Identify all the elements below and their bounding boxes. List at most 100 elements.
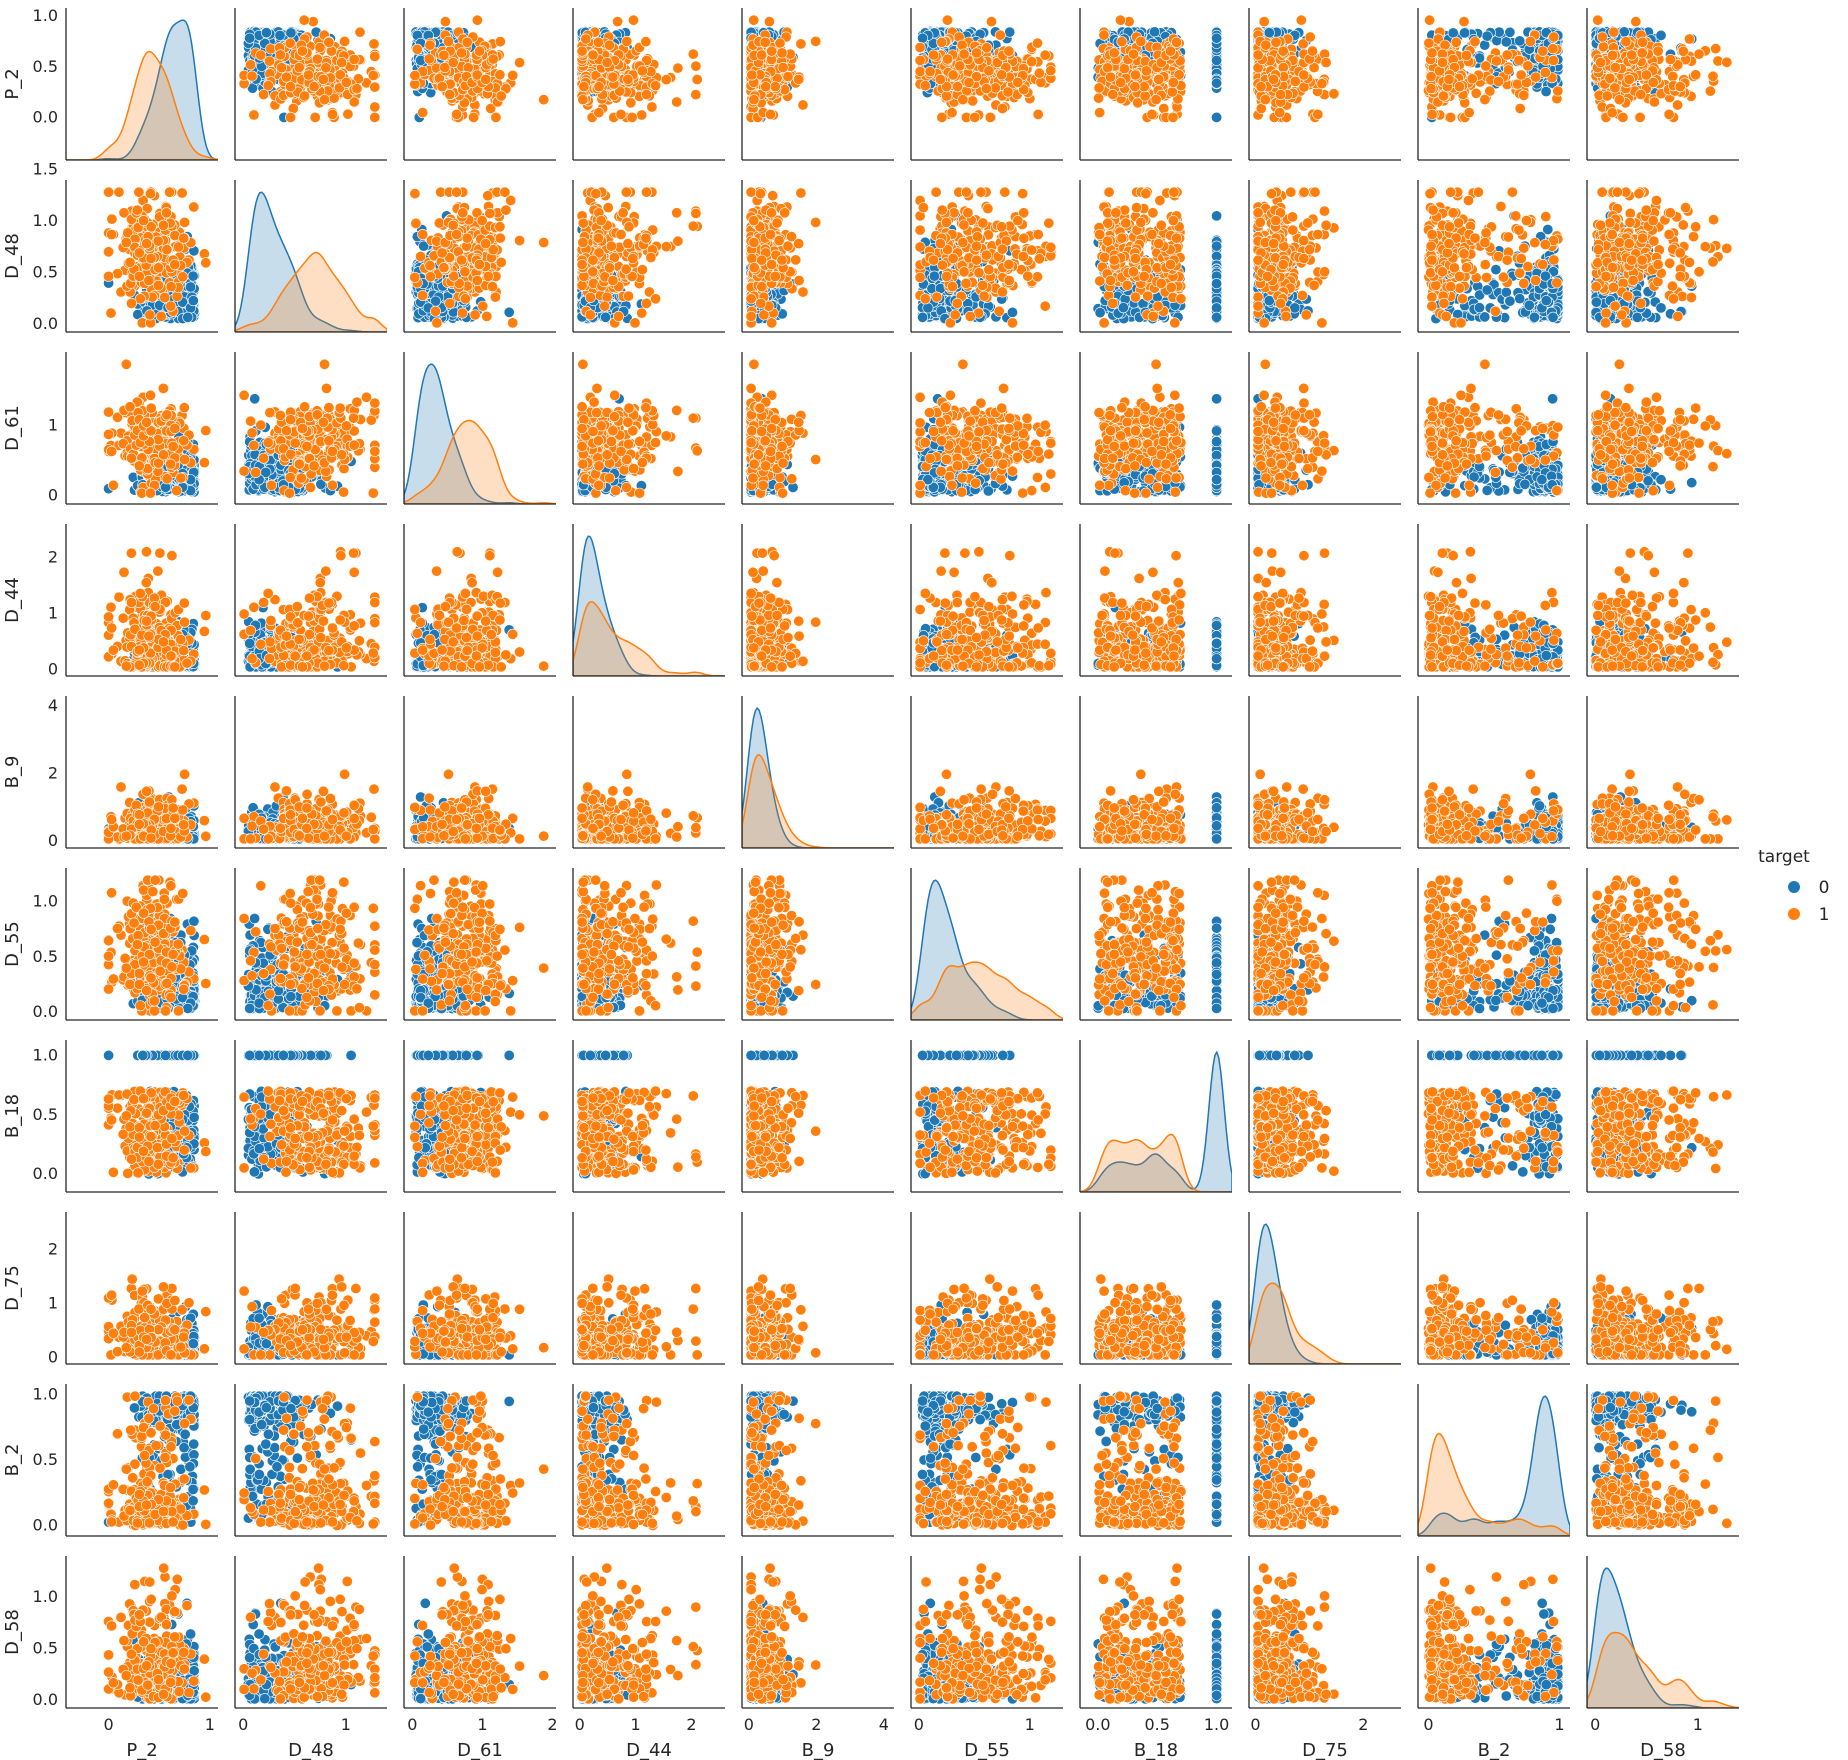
point-P_2-D_48-c1-208 xyxy=(178,232,190,244)
point-B_9-P_2-c1-3 xyxy=(795,38,807,50)
point-D_48-P_2-c1-145 xyxy=(309,111,321,123)
point-B_18-P_2-c1-209 xyxy=(1138,81,1150,93)
point-D_55-P_2-c1-194 xyxy=(941,90,953,102)
point-D_58-P_2-c1-219 xyxy=(1652,45,1664,57)
point-B_9-P_2-c1-152 xyxy=(763,16,775,28)
point-B_2-P_2-c1-208 xyxy=(1450,36,1462,48)
point-B_2-P_2-c0-155 xyxy=(1481,30,1493,42)
kde-D_48-class-1 xyxy=(235,251,387,332)
point-B_2-P_2-c1-216 xyxy=(1461,49,1473,61)
point-B_9-P_2-c1-213 xyxy=(760,81,772,93)
point-D_48-P_2-c1-144 xyxy=(284,37,296,49)
point-B_18-P_2-c0-226 xyxy=(1149,26,1161,38)
point-B_18-P_2-c1-160 xyxy=(1098,29,1110,41)
point-D_58-P_2-c1-206 xyxy=(1613,94,1625,106)
point-D_55-P_2-c1-218 xyxy=(971,47,983,59)
ylabel-P_2: P_2 xyxy=(2,68,23,99)
point-D_48-P_2-c0-258 xyxy=(260,27,272,39)
point-P_2-D_48-c1-209 xyxy=(133,270,145,282)
panel-P_2-vs-D_58 xyxy=(1586,8,1739,161)
point-D_48-P_2-c1-65 xyxy=(354,26,366,38)
point-D_48-P_2-c1-179 xyxy=(298,14,310,26)
point-B_9-P_2-c1-202 xyxy=(782,71,794,83)
point-D_75-P_2-c1-187 xyxy=(1274,107,1286,119)
point-D_44-P_2-c1-213 xyxy=(593,81,605,93)
point-P_2-D_48-c1-188 xyxy=(152,235,164,247)
point-D_55-P_2-c1-184 xyxy=(924,66,936,78)
point-B_2-P_2-c0-255 xyxy=(1504,26,1516,38)
point-D_61-P_2-c1-109 xyxy=(507,69,519,81)
point-D_48-P_2-c1-48 xyxy=(369,101,381,113)
point-D_55-P_2-c1-105 xyxy=(1045,65,1057,77)
point-B_2-P_2-c1-139 xyxy=(1445,111,1457,123)
point-B_9-P_2-c1-209 xyxy=(769,81,781,93)
point-D_61-P_2-c1-154 xyxy=(514,57,526,69)
point-P_2-D_48-c0-246 xyxy=(187,270,199,282)
ytick-P_2-1: 0.5 xyxy=(33,57,58,76)
point-D_55-P_2-c1-209 xyxy=(941,81,953,93)
point-P_2-D_48-c1-87 xyxy=(164,186,176,198)
point-D_75-P_2-c1-152 xyxy=(1258,16,1270,28)
point-B_2-P_2-c1-148 xyxy=(1518,89,1530,101)
point-P_2-D_48-c1-191 xyxy=(134,293,146,305)
point-D_44-P_2-c1-1 xyxy=(636,109,648,121)
point-D_55-P_2-c1-136 xyxy=(981,42,993,54)
point-D_55-P_2-c1-166 xyxy=(1002,86,1014,98)
point-D_61-P_2-c1-187 xyxy=(417,107,429,119)
point-D_75-P_2-c1-171 xyxy=(1289,75,1301,87)
point-B_2-P_2-c0-89 xyxy=(1540,86,1552,98)
point-D_58-P_2-c1-162 xyxy=(1684,33,1696,45)
point-D_48-P_2-c1-137 xyxy=(348,96,360,108)
point-P_2-D_48-c1-144 xyxy=(177,271,189,283)
point-P_2-D_48-c0-259 xyxy=(182,311,194,323)
point-B_9-P_2-c1-210 xyxy=(764,108,776,120)
ytick-P_2-2: 1.0 xyxy=(33,6,58,25)
point-B_18-P_2-c1-187 xyxy=(1094,107,1106,119)
point-D_44-P_2-c1-209 xyxy=(578,81,590,93)
point-P_2-D_48-c1-167 xyxy=(131,204,143,216)
point-B_2-P_2-c1-207 xyxy=(1530,71,1542,83)
point-D_55-P_2-c1-174 xyxy=(989,82,1001,94)
point-B_2-P_2-c1-217 xyxy=(1501,49,1513,61)
point-D_48-P_2-c1-201 xyxy=(293,61,305,73)
point-D_48-P_2-c1-209 xyxy=(285,81,297,93)
point-B_18-P_2-c1-200 xyxy=(1128,48,1140,60)
point-D_48-P_2-c1-206 xyxy=(318,94,330,106)
point-D_61-P_2-c1-95 xyxy=(468,111,480,123)
point-B_2-P_2-c1-187 xyxy=(1463,107,1475,119)
point-D_55-P_2-c1-208 xyxy=(936,36,948,48)
point-D_61-P_2-c1-21 xyxy=(411,43,423,55)
point-B_9-P_2-c1-206 xyxy=(748,94,760,106)
point-B_2-P_2-c1-129 xyxy=(1552,85,1564,97)
point-P_2-D_48-c1-152 xyxy=(198,248,210,260)
point-D_55-P_2-c1-160 xyxy=(994,29,1006,41)
point-D_44-P_2-c1-11 xyxy=(690,89,702,101)
panel-P_2-vs-D_48 xyxy=(234,8,387,161)
point-D_58-P_2-c1-200 xyxy=(1693,48,1705,60)
panel-P_2-vs-D_61 xyxy=(403,8,556,161)
panel-P_2-vs-B_9 xyxy=(741,8,894,161)
ytick-D_48-0: 0.0 xyxy=(33,314,58,333)
point-D_48-P_2-c0-259 xyxy=(244,32,256,44)
point-D_48-P_2-c1-87 xyxy=(369,50,381,62)
point-P_2-D_48-c1-157 xyxy=(103,270,115,282)
point-D_58-P_2-c1-178 xyxy=(1604,72,1616,84)
point-D_61-P_2-c1-193 xyxy=(444,89,456,101)
point-D_55-P_2-c1-187 xyxy=(946,107,958,119)
point-D_75-P_2-c1-215 xyxy=(1268,73,1280,85)
point-B_18-P_2-c1-213 xyxy=(1129,81,1141,93)
point-P_2-D_48-c1-145 xyxy=(103,246,115,258)
point-D_48-P_2-c1-191 xyxy=(262,80,274,92)
point-D_48-P_2-c1-210 xyxy=(326,108,338,120)
point-P_2-D_48-c1-219 xyxy=(169,258,181,270)
ytick-D_48-2: 1.0 xyxy=(33,211,58,230)
point-D_55-P_2-c1-210 xyxy=(1032,108,1044,120)
point-D_75-P_2-c1-13 xyxy=(1328,88,1340,100)
point-D_55-P_2-c1-204 xyxy=(963,77,975,89)
point-D_61-P_2-c1-213 xyxy=(436,81,448,93)
point-B_2-P_2-c1-46 xyxy=(1547,43,1559,55)
point-D_55-P_2-c1-213 xyxy=(951,81,963,93)
point-B_18-P_2-c1-194 xyxy=(1139,90,1151,102)
point-B_2-P_2-c1-152 xyxy=(1458,16,1470,28)
point-B_9-P_2-c1-215 xyxy=(793,73,805,85)
